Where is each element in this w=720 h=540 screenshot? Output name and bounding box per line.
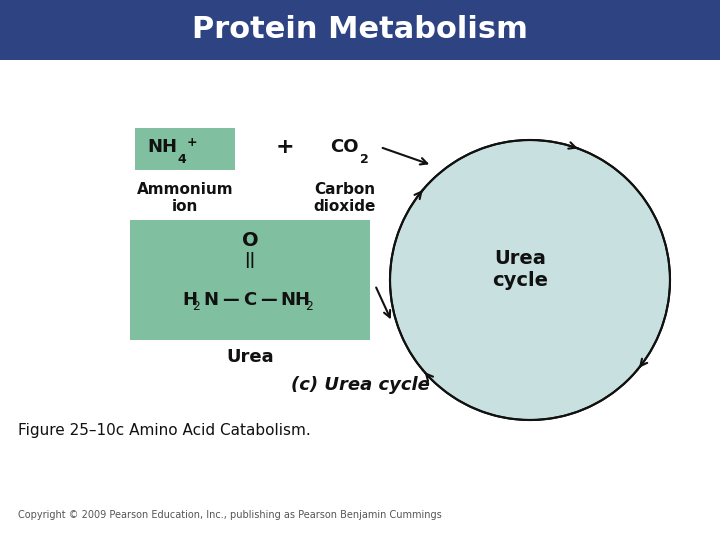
Text: Protein Metabolism: Protein Metabolism (192, 16, 528, 44)
Text: Copyright © 2009 Pearson Education, Inc., publishing as Pearson Benjamin Cumming: Copyright © 2009 Pearson Education, Inc.… (18, 510, 442, 520)
FancyArrowPatch shape (376, 287, 390, 318)
Text: Carbon
dioxide: Carbon dioxide (314, 182, 376, 214)
Text: 2: 2 (360, 153, 369, 166)
Text: Urea: Urea (226, 348, 274, 366)
FancyArrowPatch shape (382, 148, 427, 165)
Text: N: N (203, 291, 218, 309)
Text: +: + (276, 137, 294, 157)
Text: CO: CO (330, 138, 359, 156)
Circle shape (390, 140, 670, 420)
Text: C: C (243, 291, 256, 309)
FancyBboxPatch shape (135, 128, 235, 170)
FancyBboxPatch shape (130, 220, 370, 340)
Text: Figure 25–10c Amino Acid Catabolism.: Figure 25–10c Amino Acid Catabolism. (18, 422, 311, 437)
Text: Ammonium
ion: Ammonium ion (137, 182, 233, 214)
Text: —: — (222, 291, 238, 309)
Text: O: O (242, 231, 258, 249)
Text: 2: 2 (192, 300, 200, 314)
Text: 2: 2 (305, 300, 313, 314)
Text: (c) Urea cycle: (c) Urea cycle (291, 376, 429, 394)
Text: NH: NH (147, 138, 177, 156)
Text: +: + (187, 137, 197, 150)
Text: H: H (182, 291, 197, 309)
Text: 4: 4 (177, 153, 186, 166)
Text: ||: || (244, 252, 256, 268)
Text: —: — (260, 291, 276, 309)
Text: NH: NH (280, 291, 310, 309)
Text: Urea
cycle: Urea cycle (492, 249, 548, 291)
FancyBboxPatch shape (0, 0, 720, 60)
